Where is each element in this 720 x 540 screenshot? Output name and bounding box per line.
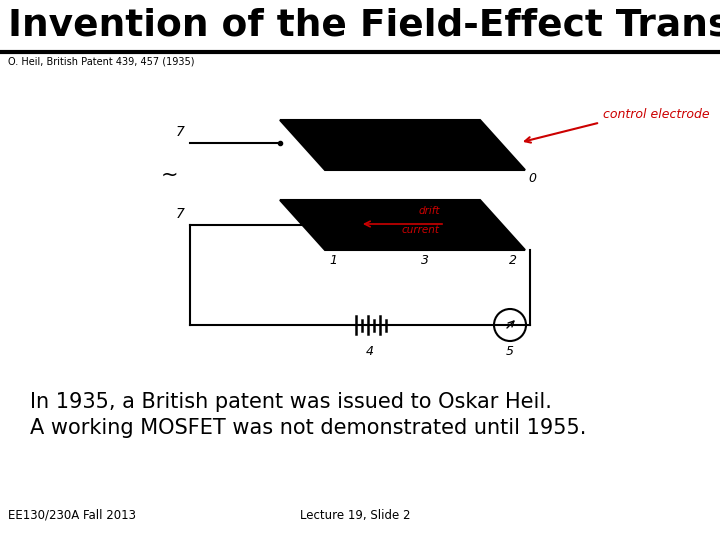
- Text: 0: 0: [528, 172, 536, 185]
- Text: drift: drift: [418, 206, 440, 216]
- Polygon shape: [280, 120, 525, 170]
- Text: 5: 5: [506, 345, 514, 358]
- Polygon shape: [280, 200, 525, 250]
- Text: Lecture 19, Slide 2: Lecture 19, Slide 2: [300, 509, 410, 522]
- Text: 4: 4: [366, 345, 374, 358]
- Text: 2: 2: [509, 254, 517, 267]
- Text: 3: 3: [421, 254, 429, 267]
- Text: ~: ~: [161, 165, 178, 185]
- Text: In 1935, a British patent was issued to Oskar Heil.: In 1935, a British patent was issued to …: [30, 392, 552, 412]
- Text: Invention of the Field-Effect Transistor: Invention of the Field-Effect Transistor: [8, 8, 720, 44]
- Text: EE130/230A Fall 2013: EE130/230A Fall 2013: [8, 509, 136, 522]
- Text: O. Heil, British Patent 439, 457 (1935): O. Heil, British Patent 439, 457 (1935): [8, 56, 194, 66]
- Text: A working MOSFET was not demonstrated until 1955.: A working MOSFET was not demonstrated un…: [30, 418, 586, 438]
- Text: current: current: [402, 225, 440, 235]
- Text: 1: 1: [329, 254, 337, 267]
- Text: 7: 7: [176, 207, 185, 221]
- Text: 7: 7: [176, 125, 185, 139]
- Text: control electrode: control electrode: [603, 107, 710, 120]
